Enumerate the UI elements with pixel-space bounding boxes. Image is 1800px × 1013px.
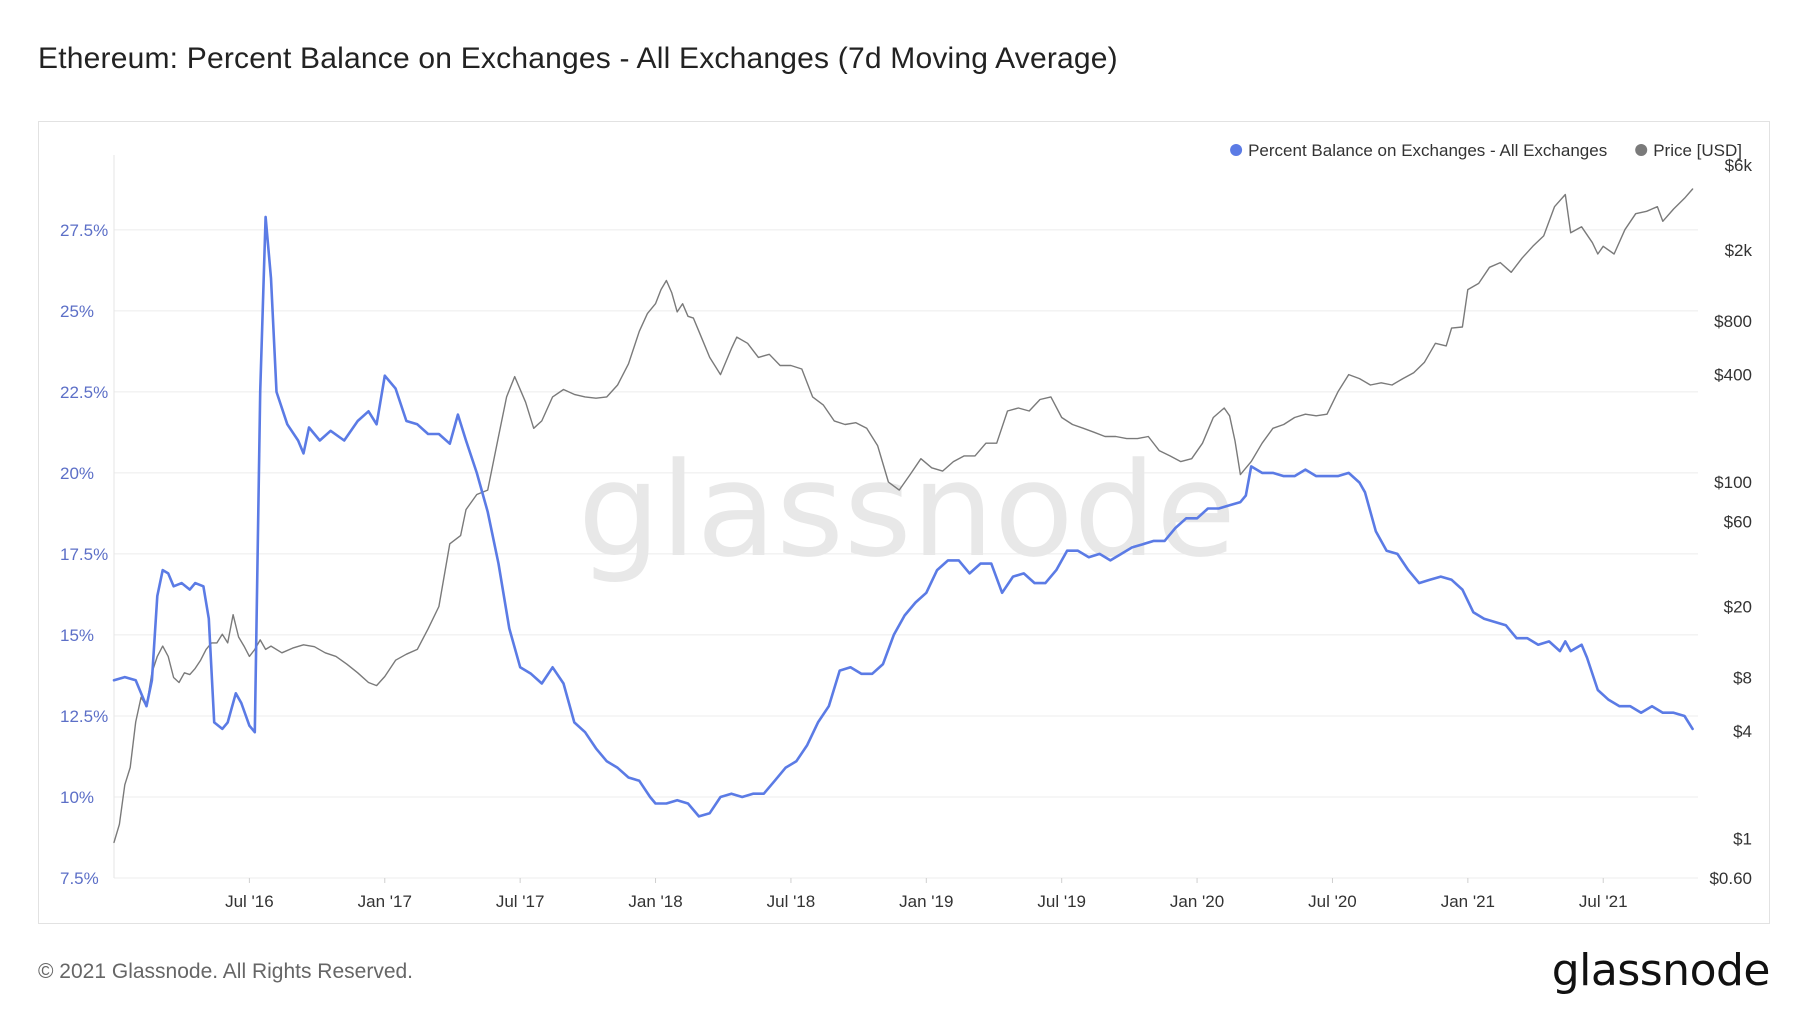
y-right-tick-label: $8 xyxy=(1733,668,1752,687)
x-tick-label: Jul '18 xyxy=(767,892,816,911)
y-right-tick-label: $20 xyxy=(1724,598,1752,617)
legend-dot xyxy=(1635,144,1648,156)
x-tick-label: Jan '19 xyxy=(899,892,953,911)
y-right-tick-label: $0.60 xyxy=(1709,869,1752,888)
grid-lines xyxy=(113,155,1698,879)
watermark: glassnode xyxy=(578,434,1236,586)
y-right-tick-label: $6k xyxy=(1725,156,1753,175)
legend: Price [USD] Percent Balance on Exchanges … xyxy=(1230,141,1742,160)
x-tick-label: Jan '18 xyxy=(628,892,682,911)
x-axis: Jul '16 Jan '17 Jul '17 Jan '18 Jul '18 Jan '… xyxy=(225,878,1628,911)
y-right-tick-label: $1 xyxy=(1733,829,1752,848)
y-axis-right: $0.60 $1 $4 $8 $20 $60 $100 $400 $800 $2k $6k xyxy=(1709,156,1752,888)
x-tick-label: Jul '16 xyxy=(225,892,274,911)
x-tick-label: Jul '17 xyxy=(496,892,545,911)
x-tick-label: Jul '21 xyxy=(1579,892,1628,911)
x-tick-label: Jan '20 xyxy=(1170,892,1224,911)
y-left-tick-label: 12.5% xyxy=(60,707,108,726)
y-left-tick-label: 20% xyxy=(60,464,94,483)
y-left-tick-label: 17.5% xyxy=(60,545,108,564)
y-left-tick-label: 27.5% xyxy=(60,221,108,240)
y-right-tick-label: $2k xyxy=(1725,241,1753,260)
x-tick-label: Jul '19 xyxy=(1037,892,1086,911)
y-left-tick-label: 7.5% xyxy=(60,869,99,888)
glassnode-logo[interactable]: glassnode xyxy=(1551,945,1771,996)
y-left-tick-label: 15% xyxy=(60,626,94,645)
series-line-price xyxy=(113,188,1694,844)
legend-label: Price [USD] xyxy=(1653,141,1742,160)
y-right-tick-label: $60 xyxy=(1724,513,1752,532)
y-axis-left: 7.5% 10% 12.5% 15% 17.5% 20% 22.5% 25% 27.5% xyxy=(60,221,108,888)
page-title: Ethereum: Percent Balance on Exchanges -… xyxy=(38,42,1118,75)
y-right-tick-label: $400 xyxy=(1714,366,1752,385)
legend-label: Percent Balance on Exchanges - All Excha… xyxy=(1248,141,1607,160)
chart-frame xyxy=(38,121,1770,924)
y-left-tick-label: 10% xyxy=(60,788,94,807)
series-lines xyxy=(112,188,1694,844)
y-right-tick-label: $100 xyxy=(1714,473,1752,492)
copyright-text: © 2021 Glassnode. All Rights Reserved. xyxy=(38,960,414,983)
x-tick-label: Jan '17 xyxy=(358,892,412,911)
legend-dot xyxy=(1230,144,1243,156)
y-right-tick-label: $800 xyxy=(1714,312,1752,331)
y-right-tick-label: $4 xyxy=(1733,722,1752,741)
x-tick-label: Jul '20 xyxy=(1308,892,1357,911)
x-tick-label: Jan '21 xyxy=(1441,892,1495,911)
series-line-percent-balance xyxy=(112,215,1694,818)
y-left-tick-label: 22.5% xyxy=(60,383,108,402)
y-left-tick-label: 25% xyxy=(60,302,94,321)
